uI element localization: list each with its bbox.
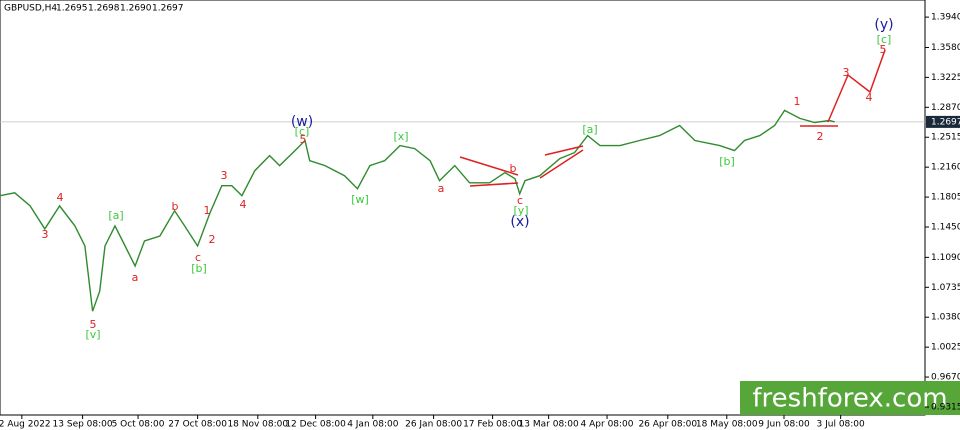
x-tick-label: 3 Jul 08:00 xyxy=(817,420,866,430)
x-tick-label: 18 May 08:00 xyxy=(696,420,758,430)
wave-label: 3 xyxy=(42,228,49,241)
plot-frame xyxy=(0,0,926,416)
wave-label: 4 xyxy=(57,191,64,204)
wave-label: [y] xyxy=(513,204,528,217)
wave-markup xyxy=(459,49,886,187)
x-tick-label: 26 Apr 08:00 xyxy=(638,420,697,430)
y-tick-label: 1.3940 xyxy=(931,13,960,23)
wave-label: c xyxy=(517,194,523,207)
x-tick-label: 12 Dec 08:00 xyxy=(285,420,346,430)
y-tick-label: 1.3580 xyxy=(931,43,960,53)
wave-label: (x) xyxy=(510,214,529,230)
wave-label: (w) xyxy=(291,114,313,130)
wave-label: [a] xyxy=(582,123,597,136)
wave-label: 3 xyxy=(843,66,850,79)
x-tick-label: 9 Jun 08:00 xyxy=(758,420,810,430)
wave-label: [x] xyxy=(393,130,408,143)
x-tick-label: 13 Mar 08:00 xyxy=(519,420,579,430)
current-price-label: 1.2697 xyxy=(931,117,960,127)
y-tick-label: 1.0735 xyxy=(931,283,960,293)
x-tick-label: 4 Jan 08:00 xyxy=(347,420,399,430)
wave-label: 5 xyxy=(90,318,97,331)
wave-label: 1 xyxy=(204,204,211,217)
y-tick-label: 1.1450 xyxy=(931,223,960,233)
wave-label: 4 xyxy=(240,198,247,211)
y-tick-label: 1.2160 xyxy=(931,163,960,173)
quote-high: 1.2698 xyxy=(88,4,120,14)
y-tick-label: 1.0025 xyxy=(931,343,960,353)
y-tick-label: 0.9670 xyxy=(931,373,960,383)
x-tick-label: 18 Nov 08:00 xyxy=(227,420,288,430)
wave-label: [b] xyxy=(719,155,735,168)
wave-label: [a] xyxy=(108,209,123,222)
x-tick-label: 27 Oct 08:00 xyxy=(168,420,227,430)
quote-close: 1.2697 xyxy=(152,4,184,14)
current-price-box xyxy=(926,115,960,128)
x-tick-label: 22 Aug 2022 xyxy=(0,420,51,430)
price-line xyxy=(0,109,835,312)
wave-label: c xyxy=(195,251,201,264)
symbol: GBPUSD,H4 xyxy=(4,4,57,14)
wave-label: [b] xyxy=(191,262,207,275)
x-tick-label: 17 Feb 08:00 xyxy=(463,420,522,430)
x-tick-label: 26 Jan 08:00 xyxy=(405,420,462,430)
wave-label: (y) xyxy=(874,17,893,33)
wave-label: 2 xyxy=(209,233,216,246)
y-tick-label: 1.0380 xyxy=(931,313,960,323)
watermark: freshforex.com xyxy=(752,384,947,414)
x-tick-label: 4 Apr 08:00 xyxy=(581,420,634,430)
wave-label: [v] xyxy=(85,328,100,341)
y-tick-label: 1.2515 xyxy=(931,133,960,143)
wave-label: b xyxy=(510,162,517,175)
wave-label: [w] xyxy=(351,193,369,206)
wave-label: a xyxy=(132,271,139,284)
wave-label: 1 xyxy=(794,95,801,108)
y-tick-label: 1.2870 xyxy=(931,103,960,113)
wave-label: 5 xyxy=(300,133,307,146)
wave-label: 3 xyxy=(221,169,228,182)
x-tick-label: 5 Oct 08:00 xyxy=(112,420,165,430)
wave-label: 5 xyxy=(880,43,887,56)
wave-label: 4 xyxy=(866,91,873,104)
wave-label: 2 xyxy=(817,130,824,143)
quote-open: 1.2695 xyxy=(56,4,88,14)
watermark-box xyxy=(740,381,960,415)
y-tick-label: 1.1090 xyxy=(931,253,960,263)
y-tick-label: 1.3225 xyxy=(931,73,960,83)
x-tick-label: 13 Sep 08:00 xyxy=(53,420,113,430)
quote-low: 1.2690 xyxy=(120,4,152,14)
wave-label: [c] xyxy=(877,33,892,46)
wave-label: b xyxy=(172,200,179,213)
wave-label: [c] xyxy=(295,125,310,138)
wave-label: a xyxy=(438,182,445,195)
y-tick-label: 0.9315 xyxy=(931,402,960,412)
y-tick-label: 1.1805 xyxy=(931,193,960,203)
